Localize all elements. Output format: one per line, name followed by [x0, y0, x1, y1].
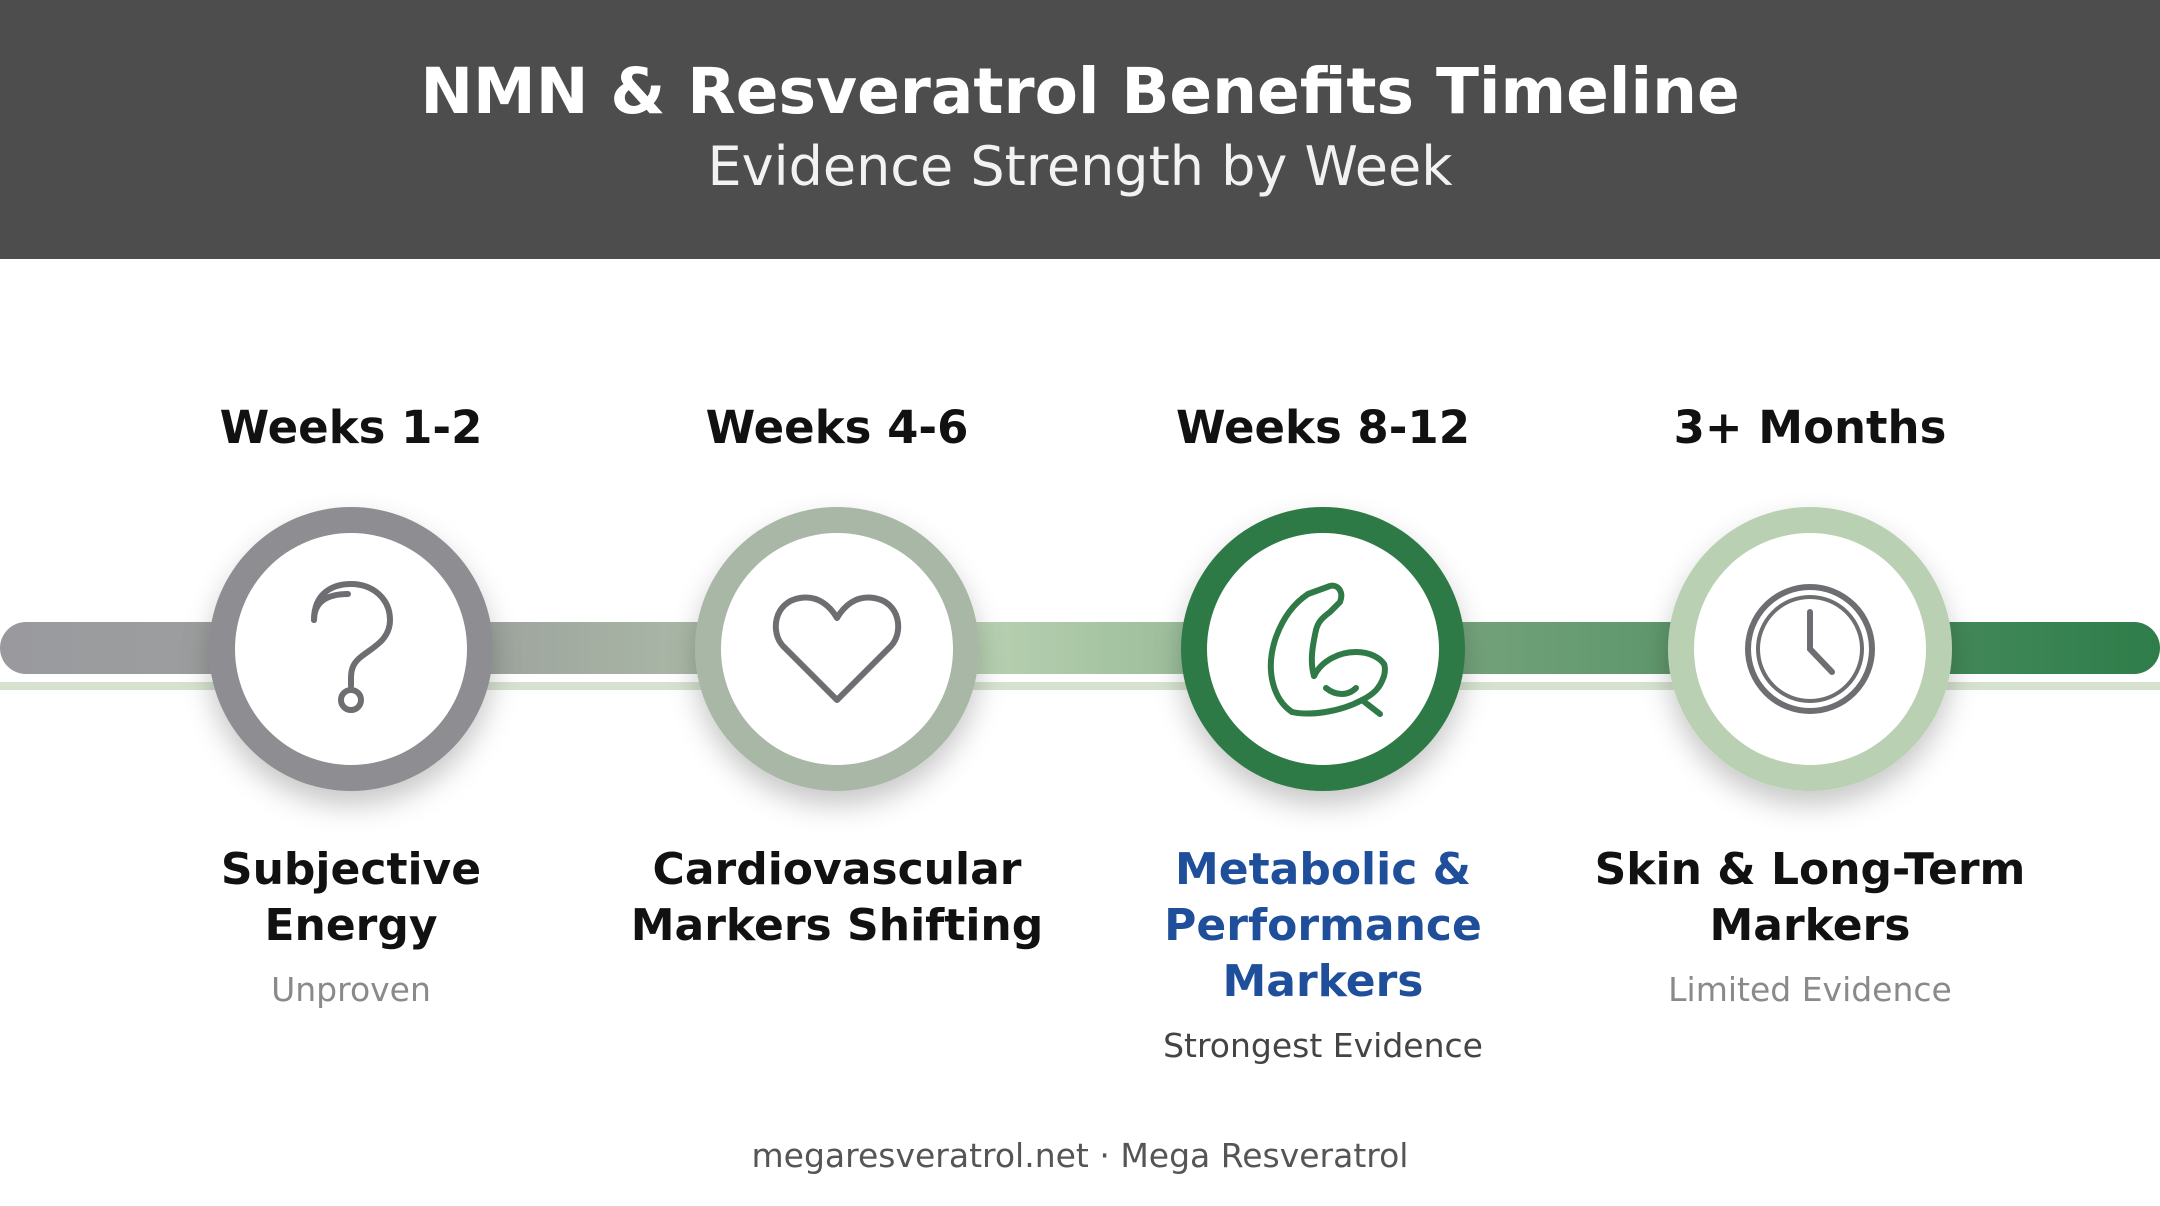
timeline-bar [0, 622, 2160, 674]
stage-title-2: Cardiovascular Markers Shifting [597, 842, 1077, 954]
stage-title-3-line-2: Performance [1164, 900, 1482, 951]
question-mark-icon [311, 581, 393, 713]
evidence-label-3: Strongest Evidence [1163, 1026, 1483, 1065]
stage-title-3-line-1: Metabolic & [1174, 844, 1471, 895]
stage-title-2-line-1: Cardiovascular [652, 844, 1022, 895]
page-title: NMN & Resveratrol Benefits Timeline [420, 55, 1740, 128]
stage-title-4: Skin & Long-Term Markers [1570, 842, 2050, 954]
stage-title-3: Metabolic & Performance Markers [1083, 842, 1563, 1010]
stage-title-1-line-2: Energy [264, 900, 438, 951]
stage-title-4-line-1: Skin & Long-Term [1594, 844, 2026, 895]
evidence-label-1: Unproven [271, 970, 431, 1009]
stage-title-1: Subjective Energy [111, 842, 591, 954]
week-label-3: Weeks 8-12 [1175, 401, 1471, 454]
header-banner: NMN & Resveratrol Benefits Timeline Evid… [0, 0, 2160, 259]
stage-title-3-line-3: Markers [1222, 956, 1424, 1007]
timeline-underline [0, 682, 2160, 690]
flexed-arm-icon [1267, 582, 1388, 717]
stage-circle-3 [1181, 507, 1465, 791]
evidence-label-4: Limited Evidence [1668, 970, 1952, 1009]
clock-icon [1745, 584, 1875, 714]
stage-circle-2 [695, 507, 979, 791]
heart-icon [772, 594, 902, 703]
week-label-1: Weeks 1-2 [219, 401, 483, 454]
stage-title-2-line-2: Markers Shifting [630, 900, 1044, 951]
stage-circle-1 [209, 507, 493, 791]
footer-credit: megaresveratrol.net · Mega Resveratrol [751, 1136, 1409, 1175]
page-subtitle: Evidence Strength by Week [707, 135, 1453, 198]
stage-title-4-line-2: Markers [1709, 900, 1911, 951]
stage-title-1-line-1: Subjective [220, 844, 482, 895]
week-label-4: 3+ Months [1673, 401, 1947, 454]
week-label-2: Weeks 4-6 [705, 401, 969, 454]
